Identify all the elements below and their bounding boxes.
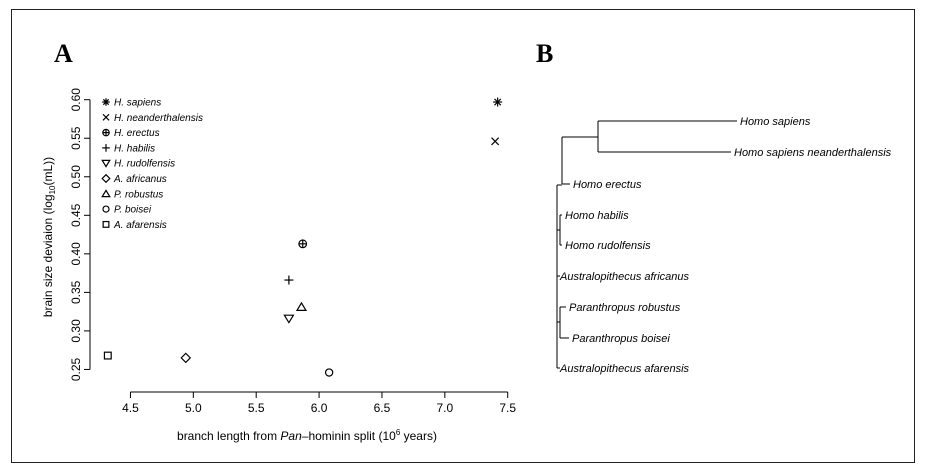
tree-leaf-label: Homo rudolfensis: [565, 240, 651, 252]
y-tick-label: 0.55: [69, 126, 83, 150]
legend-label: P. robustus: [114, 189, 163, 200]
x-tick-label: 6.5: [374, 401, 391, 415]
legend-label: A. afarensis: [113, 220, 167, 231]
panel-b-label: B: [536, 39, 554, 68]
scatter-points: [103, 97, 503, 377]
data-point: [298, 239, 308, 249]
legend-label: H. erectus: [114, 128, 160, 139]
legend-label: P. boisei: [114, 205, 152, 216]
legend-label: H. sapiens: [114, 98, 161, 109]
x-tick-label: 5.5: [248, 401, 265, 415]
tree-leaf-label: Homo sapiens neanderthalensis: [734, 147, 892, 159]
data-point: [295, 301, 308, 311]
legend-marker: [101, 159, 111, 168]
tree-leaf-label: Homo sapiens: [740, 116, 811, 128]
data-point: [324, 368, 334, 377]
legend-marker: [102, 113, 110, 121]
x-tick-label: 5.0: [185, 401, 202, 415]
y-tick-label: 0.30: [69, 319, 83, 343]
x-tick-label: 4.5: [122, 401, 139, 415]
data-point: [180, 352, 192, 364]
x-axis-label: branch length from Pan–hominin split (10…: [177, 428, 437, 443]
legend-marker: [102, 220, 110, 228]
tree-leaf-label: Homo habilis: [565, 210, 629, 222]
data-point: [493, 97, 503, 107]
y-tick-label: 0.40: [69, 242, 83, 266]
y-tick-label: 0.25: [69, 357, 83, 381]
figure-frame: [11, 9, 915, 463]
data-point: [284, 275, 294, 285]
tree-leaf-label: Paranthropus robustus: [569, 302, 681, 314]
legend-label: H. rudolfensis: [114, 159, 175, 170]
scatter-ticks: 4.5 5.0 5.5 6.0 6.5 7.0 7.5 0.25 0.30 0.35 0.40 0.4…: [69, 88, 516, 415]
legend-label: H. neanderthalensis: [114, 113, 203, 124]
legend-label: H. habilis: [114, 143, 155, 154]
tree-leaf-label: Paranthropus boisei: [572, 333, 670, 345]
legend: H. sapiens H. neanderthalensis H. erectus H…: [101, 98, 203, 231]
legend-marker: [102, 205, 110, 213]
panel-a-label: A: [54, 39, 73, 68]
legend-marker: [101, 173, 111, 184]
tree-labels: Homo sapiens Homo sapiens neanderthalensi…: [559, 116, 892, 375]
data-point: [103, 351, 112, 360]
tree-leaf-label: Australopithecus africanus: [559, 271, 690, 283]
y-tick-label: 0.35: [69, 280, 83, 304]
tree-edges: [556, 120, 737, 369]
y-tick-label: 0.60: [69, 88, 83, 112]
legend-marker: [102, 144, 110, 152]
data-point: [491, 137, 500, 146]
legend-marker: [102, 98, 110, 106]
data-point: [283, 314, 295, 324]
tree-leaf-label: Homo erectus: [573, 179, 642, 191]
y-axis-label: brain size deviaion (log10(mL)): [41, 157, 57, 317]
y-tick-label: 0.50: [69, 165, 83, 189]
x-tick-label: 7.0: [436, 401, 453, 415]
tree-leaf-label: Australopithecus afarensis: [559, 363, 690, 375]
x-tick-label: 7.5: [499, 401, 516, 415]
x-tick-label: 6.0: [311, 401, 328, 415]
y-tick-label: 0.45: [69, 203, 83, 227]
legend-marker: [101, 189, 111, 198]
legend-label: A. africanus: [113, 174, 167, 185]
legend-marker: [102, 128, 110, 137]
